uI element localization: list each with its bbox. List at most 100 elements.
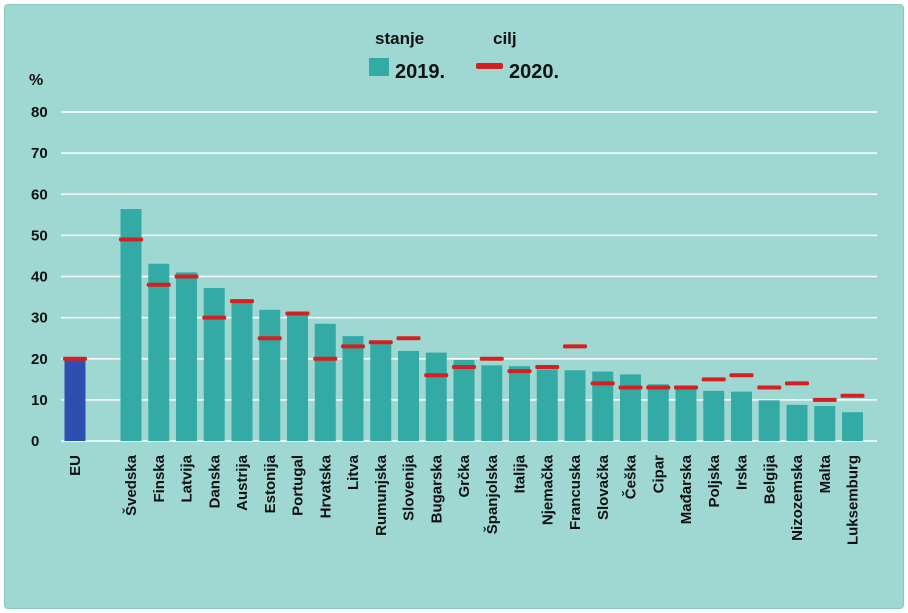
legend-bar-year: 2019. xyxy=(395,61,445,83)
y-tick-label: 10 xyxy=(31,392,48,409)
bar xyxy=(647,384,669,441)
y-tick-label: 40 xyxy=(31,269,48,286)
target-marker xyxy=(701,377,726,382)
x-label: Slovačka xyxy=(595,454,612,520)
target-marker xyxy=(119,237,143,242)
bar xyxy=(564,370,586,441)
target-marker xyxy=(590,381,615,386)
x-label: Cipar xyxy=(650,455,667,494)
y-tick-label: 20 xyxy=(31,351,48,368)
y-tick-label: 50 xyxy=(31,227,48,244)
x-label: Češka xyxy=(622,454,640,499)
y-tick-label: 60 xyxy=(31,186,48,203)
x-label: Rumunjska xyxy=(373,454,390,536)
bar xyxy=(425,352,447,441)
bar-eu xyxy=(64,359,86,441)
bar xyxy=(536,369,558,441)
bar xyxy=(592,371,614,441)
x-label: Švedska xyxy=(122,454,140,516)
legend-bar-swatch xyxy=(369,58,389,76)
x-label: Latvija xyxy=(179,454,196,502)
chart-frame: stanje 2019. cilj 2020. % 0 10 20 30 40 50 60 7… xyxy=(4,4,904,609)
target-marker xyxy=(230,299,254,304)
y-tick-label: 0 xyxy=(31,433,39,450)
x-tick-labels: EU Švedska Finska Latvija Danska Austrija Esto… xyxy=(67,454,862,545)
bar xyxy=(814,406,836,441)
x-label: Francuska xyxy=(567,454,584,530)
bar xyxy=(120,209,142,441)
bar xyxy=(370,341,392,441)
target-marker xyxy=(452,364,476,369)
target-marker xyxy=(396,336,421,341)
y-tick-label: 30 xyxy=(31,310,48,327)
bar-chart: stanje 2019. cilj 2020. % 0 10 20 30 40 50 60 7… xyxy=(29,29,877,545)
x-label: Grčka xyxy=(456,454,473,497)
bar xyxy=(314,323,336,441)
y-tick-labels: 0 10 20 30 40 50 60 70 80 xyxy=(31,104,48,450)
legend-target-year: 2020. xyxy=(509,61,559,83)
target-marker xyxy=(729,373,754,378)
target-marker xyxy=(424,373,449,378)
legend-target-swatch xyxy=(476,63,503,69)
target-marker xyxy=(368,340,393,345)
target-marker xyxy=(812,397,837,402)
x-label-eu: EU xyxy=(67,455,84,476)
x-label: Španjolska xyxy=(483,454,501,534)
x-label: Malta xyxy=(817,454,834,493)
x-label: Irska xyxy=(734,454,751,490)
bar xyxy=(231,302,253,441)
bar xyxy=(620,374,641,441)
y-tick-label: 70 xyxy=(31,145,48,162)
target-marker xyxy=(563,344,587,349)
bars xyxy=(64,209,863,441)
target-marker xyxy=(174,274,199,279)
target-marker xyxy=(785,381,809,386)
x-label: Mađarska xyxy=(678,454,695,524)
x-label: Hrvatska xyxy=(317,454,334,518)
y-axis-unit: % xyxy=(29,72,43,89)
x-label: Italija xyxy=(512,454,529,493)
x-label: Portugal xyxy=(290,455,307,516)
target-marker xyxy=(313,356,338,361)
bar xyxy=(481,365,503,441)
bar xyxy=(758,400,780,441)
bar xyxy=(259,309,281,441)
bar xyxy=(703,390,725,441)
bar xyxy=(287,315,308,441)
target-marker xyxy=(757,385,782,390)
target-marker xyxy=(507,369,532,374)
x-label: Njemačka xyxy=(539,454,556,525)
target-marker xyxy=(285,311,310,316)
target-marker xyxy=(535,364,560,369)
target-eu xyxy=(63,356,87,361)
legend: stanje 2019. cilj 2020. xyxy=(369,29,559,83)
x-label: Bugarska xyxy=(428,454,445,523)
x-label: Danska xyxy=(206,454,223,508)
target-marker xyxy=(840,393,865,398)
x-label: Finska xyxy=(151,454,168,502)
bar xyxy=(203,288,225,441)
x-label: Poljska xyxy=(706,454,723,507)
y-tick-label: 80 xyxy=(31,104,48,121)
bar xyxy=(342,336,364,441)
bar xyxy=(176,272,197,441)
x-label: Belgija xyxy=(761,454,778,504)
bar xyxy=(675,389,697,441)
target-marker xyxy=(341,344,365,349)
bar xyxy=(453,359,475,441)
bar xyxy=(842,412,863,441)
target-marker xyxy=(646,385,671,390)
legend-bar-title: stanje xyxy=(375,29,424,48)
target-markers xyxy=(63,237,865,402)
x-label: Slovenija xyxy=(401,454,418,521)
bar xyxy=(509,366,530,441)
x-label: Austrija xyxy=(234,454,251,511)
target-marker xyxy=(257,336,282,341)
bar xyxy=(786,404,808,441)
target-marker xyxy=(479,356,504,361)
bar xyxy=(731,391,752,441)
target-marker xyxy=(674,385,698,390)
target-marker xyxy=(146,282,171,287)
x-label: Nizozemska xyxy=(789,454,806,541)
x-label: Litva xyxy=(345,454,362,490)
